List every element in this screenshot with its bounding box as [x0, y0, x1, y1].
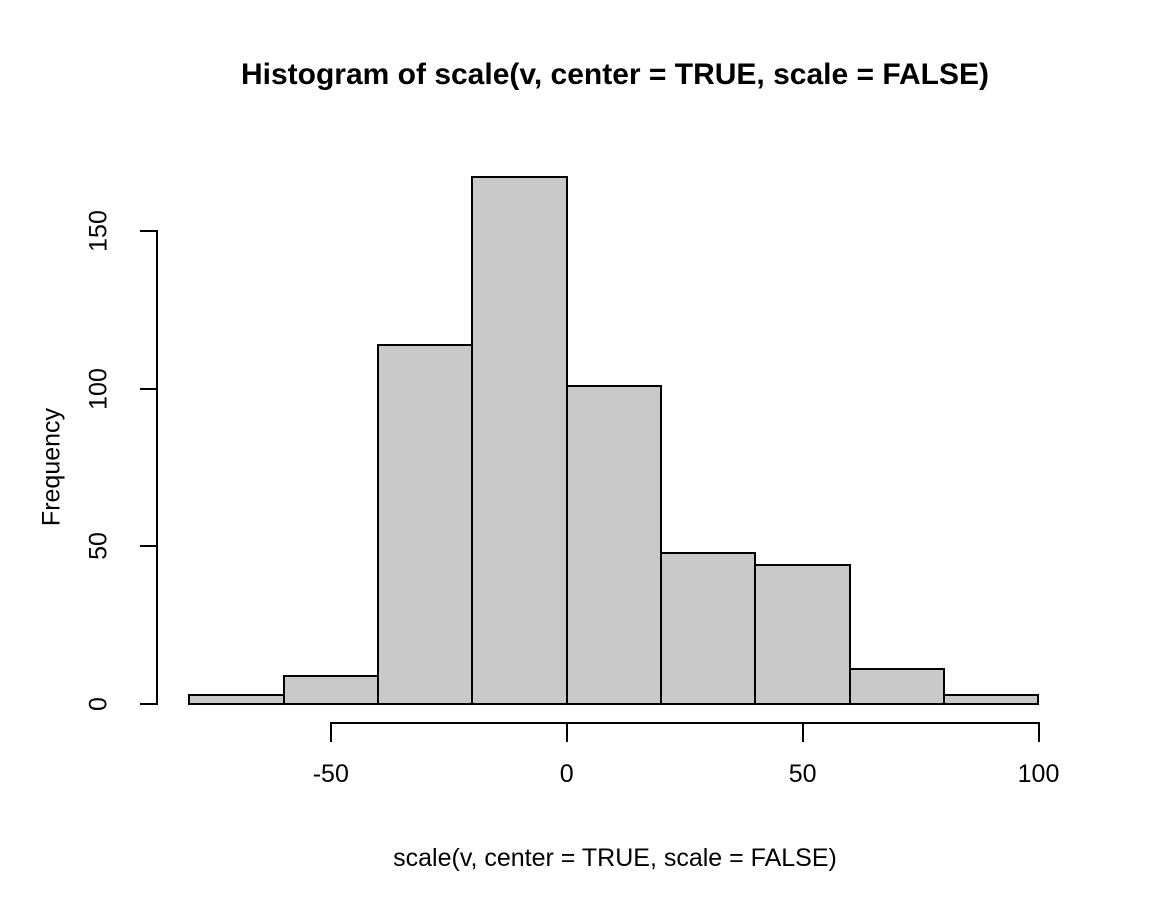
y-axis-label: Frequency [37, 407, 66, 527]
histogram-bar [943, 693, 1040, 705]
x-tick-label: 50 [788, 760, 817, 788]
y-tick-label: 100 [84, 367, 113, 410]
histogram-bar [754, 564, 851, 705]
chart-title: Histogram of scale(v, center = TRUE, sca… [240, 58, 990, 91]
x-tick-label: 0 [559, 760, 574, 788]
histogram-bar [282, 674, 379, 705]
x-tick [1037, 722, 1040, 742]
x-axis-label: scale(v, center = TRUE, scale = FALSE) [393, 844, 837, 872]
x-tick-label: -50 [312, 760, 349, 788]
histogram-bar [188, 693, 285, 705]
y-tick-label: 0 [84, 697, 113, 711]
histogram-bar [471, 176, 568, 705]
y-tick [140, 545, 156, 548]
histogram-bar [565, 384, 663, 705]
x-tick-label: 100 [1017, 760, 1060, 788]
y-tick-label: 50 [84, 532, 113, 561]
histogram-bar [376, 343, 474, 705]
y-tick-label: 150 [84, 210, 113, 252]
x-tick [565, 722, 568, 742]
x-tick [801, 722, 804, 742]
y-tick [140, 387, 156, 390]
x-tick [329, 722, 332, 742]
histogram-bar [848, 668, 946, 705]
y-tick [140, 703, 156, 705]
histogram-bar [660, 551, 757, 705]
x-axis-line [329, 722, 1040, 724]
y-axis-line [156, 230, 158, 705]
y-tick [140, 230, 156, 232]
